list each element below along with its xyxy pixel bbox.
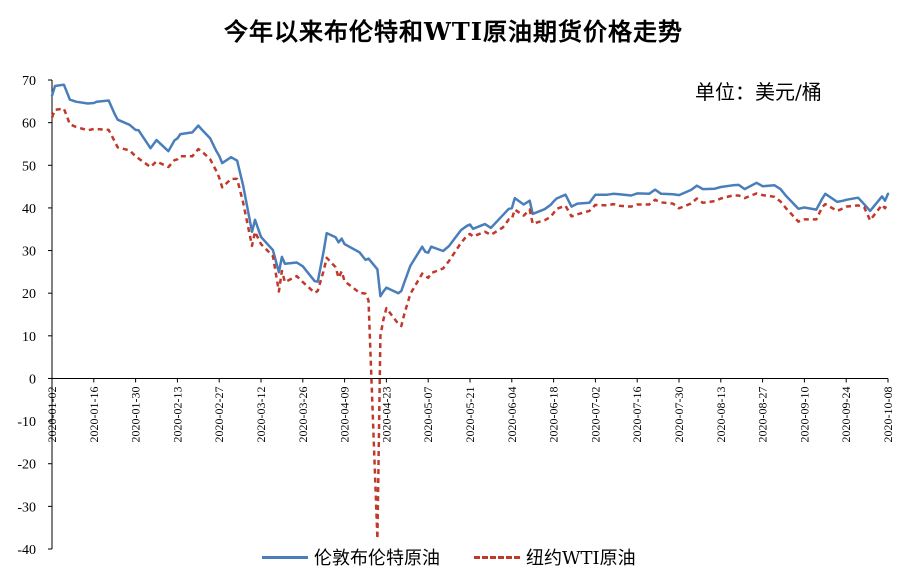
y-tick-label: 70 — [22, 74, 36, 89]
x-tick-label: 2020-04-09 — [338, 386, 352, 442]
x-tick-label: 2020-01-16 — [87, 386, 101, 442]
legend-label-brent: 伦敦布伦特原油 — [314, 548, 440, 569]
y-tick-label: 0 — [29, 372, 36, 387]
series-line-wti — [50, 107, 890, 541]
legend-item-brent: 伦敦布伦特原油 — [262, 544, 440, 570]
x-tick-label: 2020-07-16 — [630, 386, 644, 442]
y-tick-label: -30 — [17, 500, 36, 515]
x-tick-label: 2020-09-24 — [839, 386, 853, 442]
x-tick-label: 2020-02-27 — [212, 386, 226, 442]
y-tick-label: 60 — [22, 117, 36, 132]
y-tick-label: 10 — [22, 330, 36, 345]
series-layer — [50, 83, 890, 541]
y-tick-label: 30 — [22, 245, 36, 260]
x-tick-label: 2020-02-13 — [170, 386, 184, 442]
legend-swatch-wti — [474, 555, 520, 559]
chart-title: 今年以来布伦特和WTI原油期货价格走势 — [223, 17, 684, 46]
legend-label-wti: 纽约WTI原油 — [526, 548, 636, 569]
unit-label: 单位：美元/桶 — [695, 80, 822, 104]
y-tick-label: 20 — [22, 287, 36, 302]
x-tick-label: 2020-10-08 — [881, 386, 895, 442]
x-tick-label: 2020-03-26 — [296, 386, 310, 442]
y-tick-label: -40 — [17, 543, 36, 558]
y-tick-label: 40 — [22, 202, 36, 217]
x-tick-label: 2020-07-30 — [672, 386, 686, 442]
x-tick-label: 2020-08-27 — [756, 386, 770, 442]
x-tick-label: 2020-05-21 — [463, 386, 477, 442]
axes — [51, 80, 888, 549]
legend: 伦敦布伦特原油 纽约WTI原油 — [262, 544, 670, 570]
y-tick-label: -10 — [17, 415, 36, 430]
x-tick-label: 2020-06-18 — [547, 386, 561, 442]
x-tick-label: 2020-03-12 — [254, 386, 268, 442]
x-tick-label: 2020-01-30 — [129, 386, 143, 442]
x-axis-ticks: 2020-01-02 2020-01-16 2020-01-30 2020-02-13… — [45, 378, 895, 442]
y-tick-label: -20 — [17, 458, 36, 473]
x-tick-label: 2020-09-10 — [797, 386, 811, 442]
x-tick-label: 2020-04-23 — [379, 386, 393, 442]
x-tick-label: 2020-08-13 — [714, 386, 728, 442]
legend-item-wti: 纽约WTI原油 — [474, 544, 636, 570]
legend-swatch-brent — [262, 555, 308, 559]
x-tick-label: 2020-07-02 — [588, 386, 602, 442]
y-axis-ticks: 70 60 50 40 30 20 10 0 -10 -20 -30 -40 — [17, 74, 52, 558]
x-tick-label: 2020-01-02 — [45, 386, 59, 442]
x-tick-label: 2020-05-07 — [421, 386, 435, 442]
series-line-brent — [50, 83, 890, 298]
x-tick-label: 2020-06-04 — [505, 386, 519, 442]
y-tick-label: 50 — [22, 159, 36, 174]
